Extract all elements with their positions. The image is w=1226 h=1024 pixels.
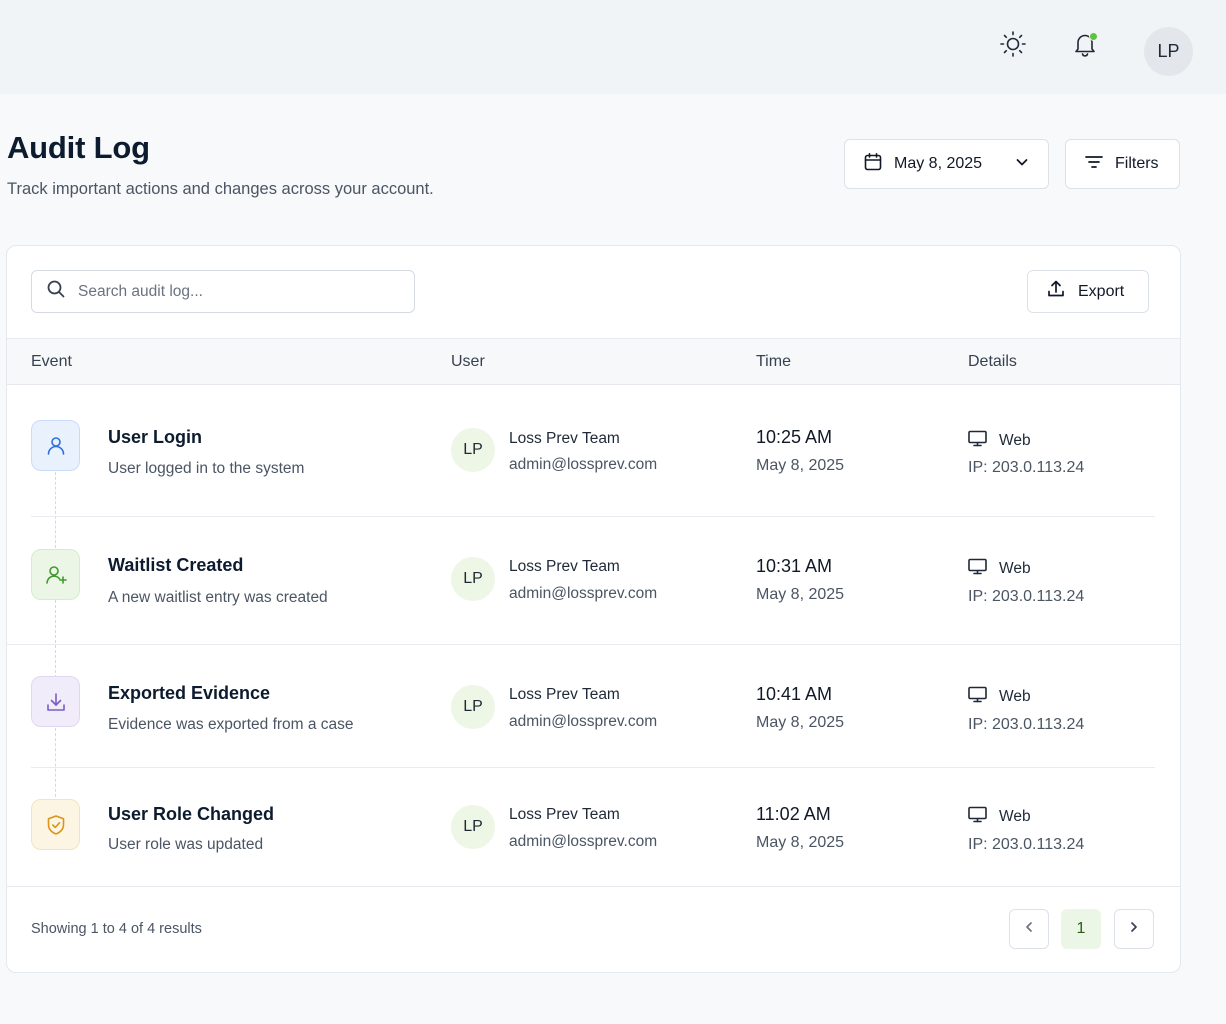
event-date: May 8, 2025 [756,457,845,474]
event-description: User logged in to the system [108,460,305,477]
footer-divider [7,886,1180,887]
column-header-time[interactable]: Time [756,353,791,370]
ip-address: IP: 203.0.113.24 [968,836,1085,853]
user-name: Loss Prev Team [509,558,620,575]
chevron-left-icon [1022,920,1036,939]
page-title: Audit Log [7,130,150,165]
user-email: admin@lossprev.com [509,456,658,473]
event-description: Evidence was exported from a case [108,716,354,733]
row-divider [31,516,1155,517]
event-description: A new waitlist entry was created [108,589,328,606]
ip-address: IP: 203.0.113.24 [968,459,1085,476]
monitor-icon [968,686,987,708]
previous-page-button[interactable] [1009,909,1049,949]
avatar: LP [451,557,495,601]
next-page-button[interactable] [1114,909,1154,949]
event-title: User Role Changed [108,804,275,824]
export-label: Export [1078,282,1125,300]
device-info: Web [968,686,1031,708]
table-row[interactable]: User Login User logged in to the system … [7,385,1180,516]
user-email: admin@lossprev.com [509,833,658,850]
download-icon [31,676,80,727]
bell-icon[interactable] [1071,30,1099,58]
device-info: Web [968,558,1031,580]
user-plus-icon [31,549,80,600]
filters-label: Filters [1115,155,1159,172]
user-name: Loss Prev Team [509,430,620,447]
column-header-event[interactable]: Event [31,353,72,370]
chevron-down-icon [1014,154,1030,175]
date-picker-value: May 8, 2025 [894,155,983,172]
device-label: Web [999,432,1031,449]
sun-icon[interactable] [999,30,1027,58]
timeline-connector [55,600,56,678]
filters-button[interactable]: Filters [1065,139,1180,189]
table-header: Event User Time Details [7,338,1180,385]
avatar: LP [451,805,495,849]
device-info: Web [968,806,1031,828]
event-time: 10:41 AM [756,684,833,704]
user-avatar[interactable]: LP [1144,27,1193,76]
table-row[interactable]: Waitlist Created A new waitlist entry wa… [7,517,1180,644]
user-name: Loss Prev Team [509,806,620,823]
search-field[interactable] [31,270,415,313]
row-divider [31,767,1155,768]
device-label: Web [999,808,1031,825]
export-button[interactable]: Export [1027,270,1149,313]
page-button-current[interactable]: 1 [1061,909,1101,949]
event-title: User Login [108,427,203,447]
device-info: Web [968,430,1031,452]
ip-address: IP: 203.0.113.24 [968,716,1085,733]
event-description: User role was updated [108,836,264,853]
chevron-right-icon [1127,920,1141,939]
event-time: 10:25 AM [756,427,833,447]
page-subtitle: Track important actions and changes acro… [7,180,434,198]
calendar-icon [863,152,883,177]
event-title: Waitlist Created [108,555,244,575]
date-picker[interactable]: May 8, 2025 [844,139,1049,189]
monitor-icon [968,806,987,828]
filter-icon [1084,152,1104,177]
column-header-user[interactable]: User [451,353,485,370]
event-title: Exported Evidence [108,683,271,703]
top-bar: LP [0,0,1226,94]
row-divider [7,644,1180,645]
timeline-connector [55,728,56,802]
shield-check-icon [31,799,80,850]
event-date: May 8, 2025 [756,834,845,851]
user-email: admin@lossprev.com [509,713,658,730]
event-date: May 8, 2025 [756,586,845,603]
user-name: Loss Prev Team [509,686,620,703]
results-summary: Showing 1 to 4 of 4 results [31,921,202,937]
device-label: Web [999,688,1031,705]
avatar: LP [451,428,495,472]
avatar: LP [451,685,495,729]
column-header-details[interactable]: Details [968,353,1017,370]
device-label: Web [999,560,1031,577]
upload-icon [1046,279,1066,304]
event-time: 10:31 AM [756,556,833,576]
audit-log-card: Export Event User Time Details User Logi… [6,245,1181,973]
table-row[interactable]: Exported Evidence Evidence was exported … [7,645,1180,767]
user-icon [31,420,80,471]
timeline-connector [55,472,56,548]
monitor-icon [968,558,987,580]
event-time: 11:02 AM [756,804,831,824]
notification-dot [1089,32,1098,41]
user-email: admin@lossprev.com [509,585,658,602]
search-input[interactable] [78,282,378,301]
ip-address: IP: 203.0.113.24 [968,588,1085,605]
event-date: May 8, 2025 [756,714,845,731]
monitor-icon [968,430,987,452]
search-icon [46,279,66,304]
table-row[interactable]: User Role Changed User role was updated … [7,768,1180,886]
